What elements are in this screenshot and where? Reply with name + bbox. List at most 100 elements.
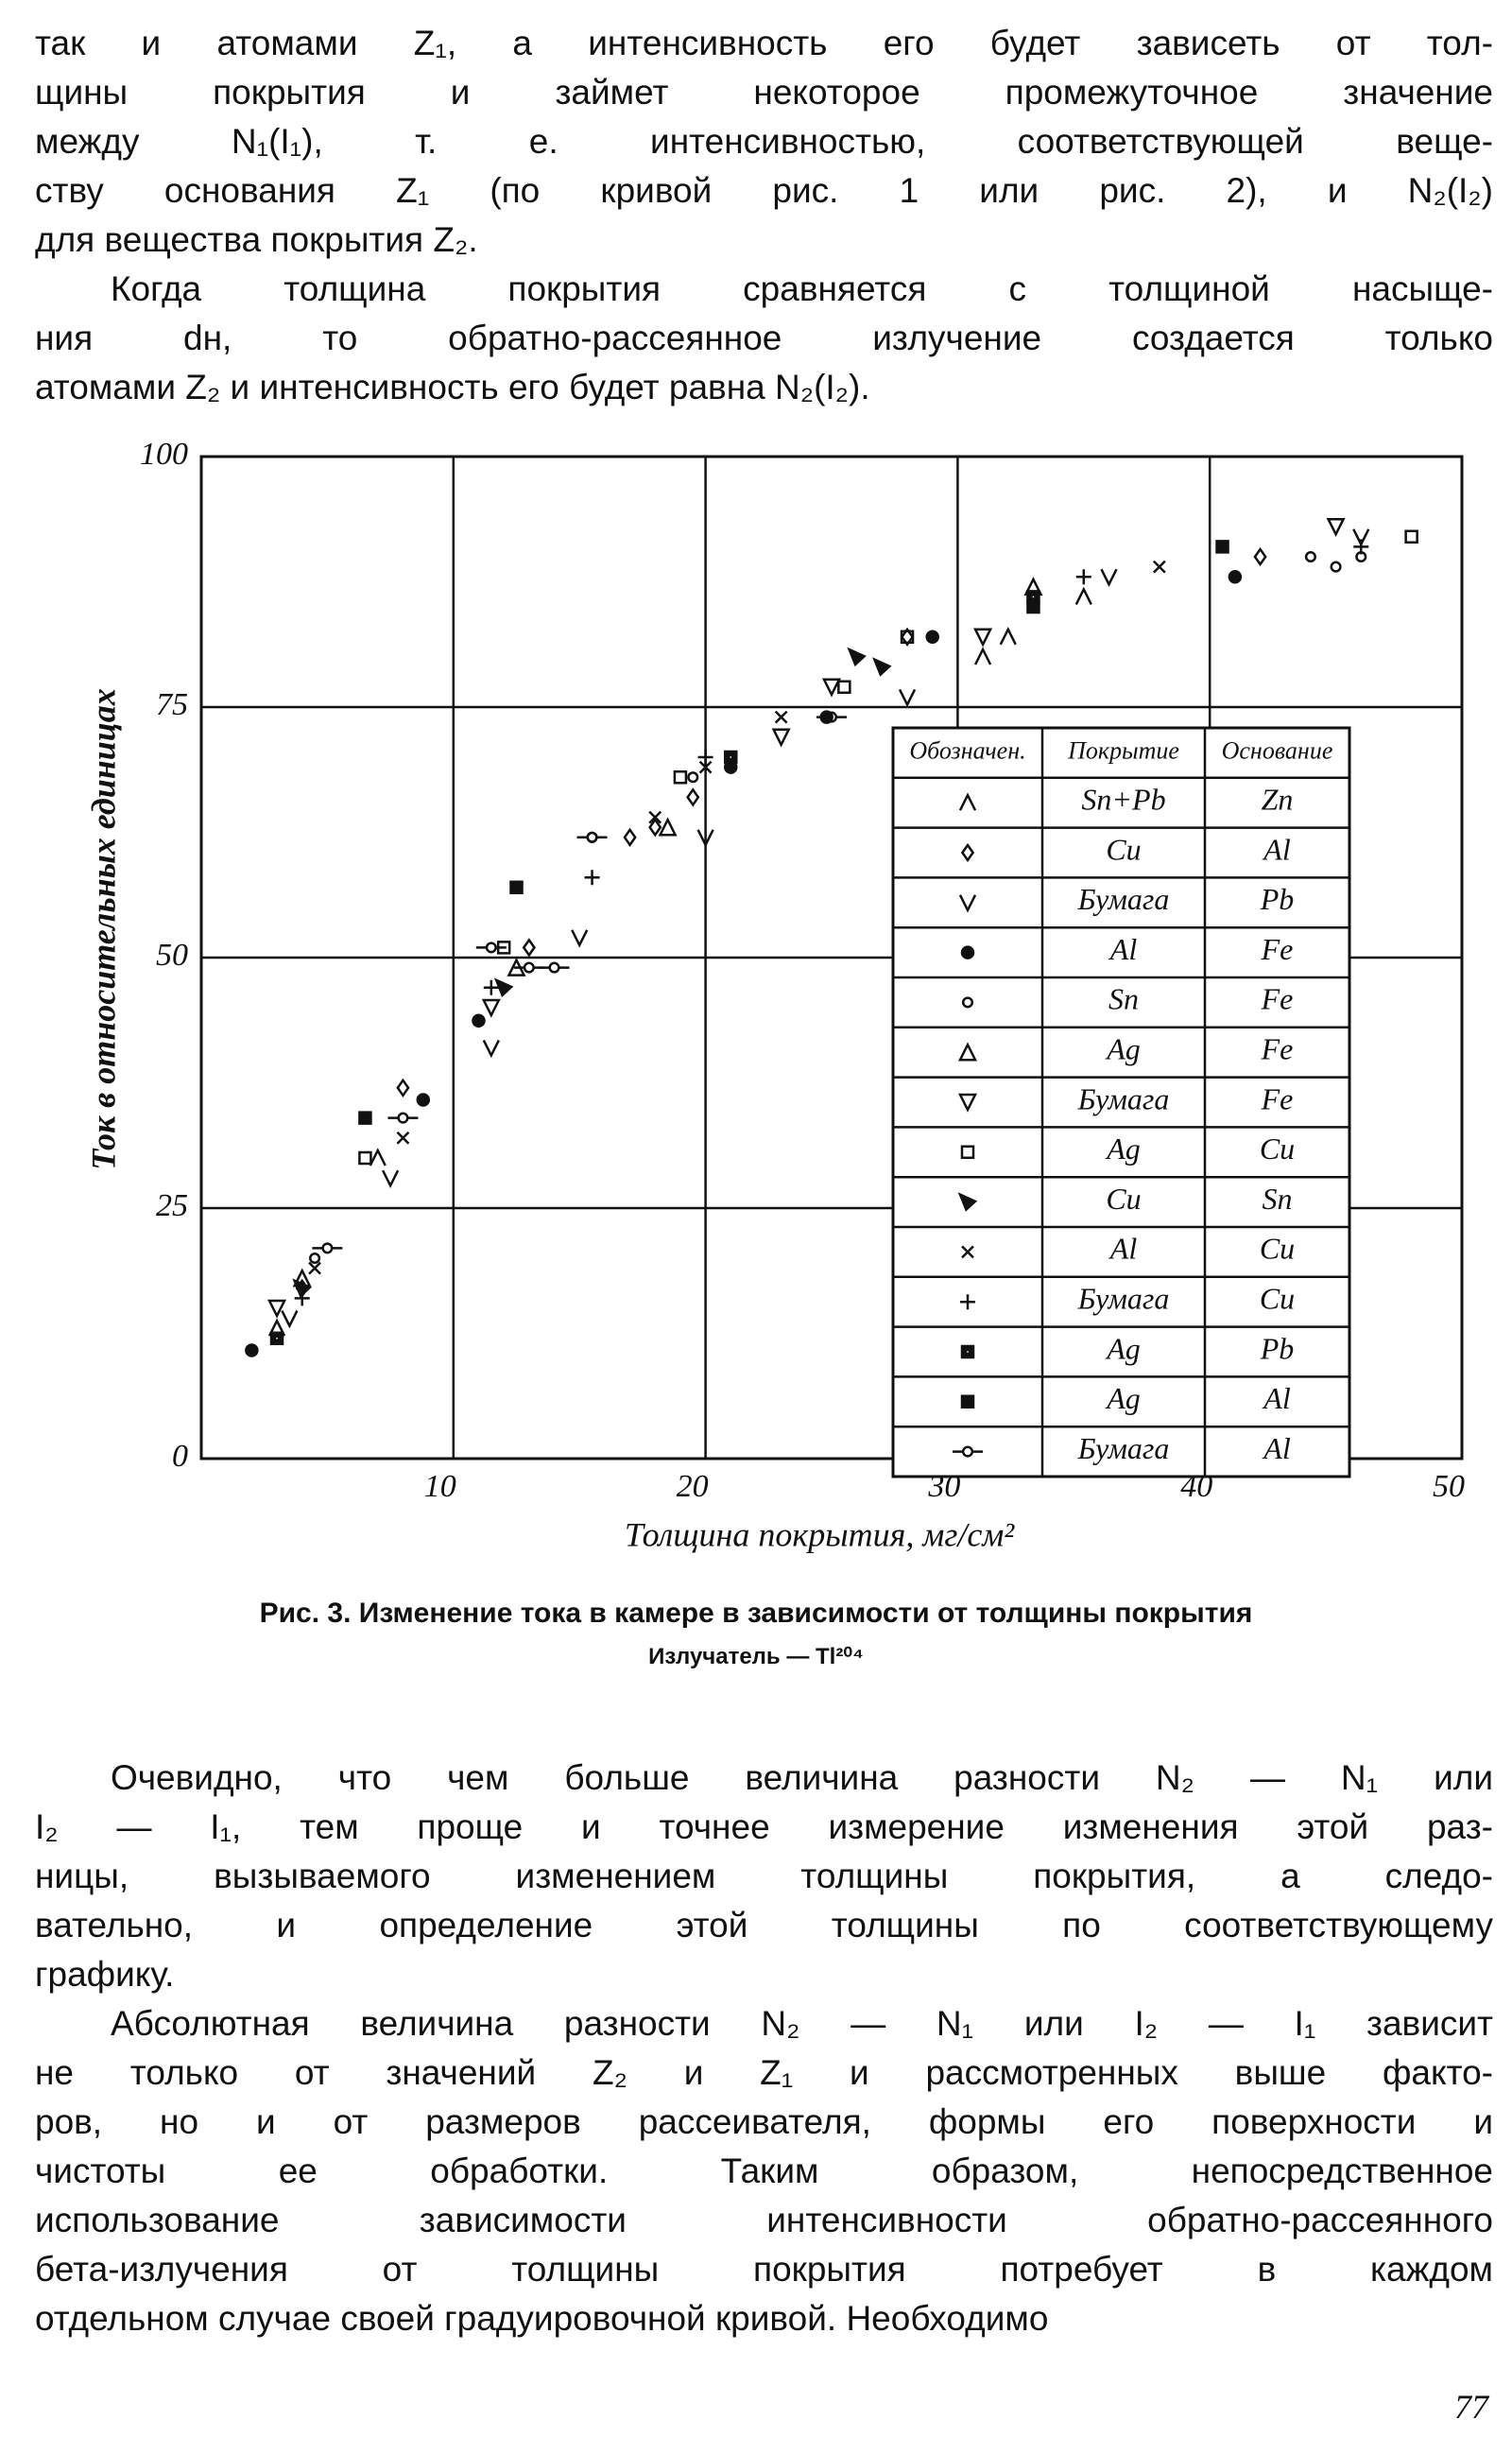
data-point <box>309 1253 321 1264</box>
data-point <box>475 942 507 954</box>
data-point <box>686 787 700 807</box>
data-point <box>281 1310 299 1329</box>
legend-marker <box>960 1394 975 1409</box>
data-point <box>673 769 688 785</box>
data-point <box>472 1013 486 1028</box>
data-point <box>481 998 501 1018</box>
legend-marker <box>960 842 975 863</box>
data-point <box>539 961 570 974</box>
text-line: бета-излучения от толщины покрытия потре… <box>35 2250 1493 2289</box>
bottom-text: Очевидно, что чем больше величина разнос… <box>35 1754 1493 2343</box>
legend-coating: Cu <box>1106 832 1141 866</box>
data-point <box>1215 540 1229 554</box>
data-point <box>312 1242 343 1254</box>
legend-coating: Ag <box>1105 1381 1141 1415</box>
data-point <box>1326 517 1346 537</box>
figure: Толщина покрытия, мг/см² Ток в относител… <box>84 437 1465 1553</box>
data-point <box>623 827 637 847</box>
legend-marker <box>960 1145 975 1160</box>
legend-base: Pb <box>1260 882 1295 916</box>
text-line: ния dн, то обратно-рассеянное излучение … <box>35 319 1493 357</box>
legend-header: Основание <box>1222 736 1333 764</box>
data-point <box>483 979 499 995</box>
text-line: чистоты ее обработки. Таким образом, неп… <box>35 2152 1493 2190</box>
data-point <box>482 1039 500 1059</box>
legend-marker <box>960 1294 975 1310</box>
data-point <box>396 1078 410 1097</box>
text-line: ству основания Z₁ (по кривой рис. 1 или … <box>35 171 1493 210</box>
data-point <box>999 627 1017 646</box>
data-point <box>509 880 524 895</box>
data-point <box>245 1343 259 1357</box>
text-line: ницы, вызываемого изменением толщины пок… <box>35 1857 1493 1895</box>
data-point <box>648 810 662 824</box>
legend-base: Zn <box>1262 783 1294 817</box>
legend-marker <box>961 1245 974 1259</box>
data-point <box>900 627 915 647</box>
legend-base: Fe <box>1261 1032 1294 1066</box>
data-point <box>847 647 867 667</box>
data-point <box>1330 561 1342 573</box>
data-point <box>416 1093 431 1107</box>
text-line: I₂ — I₁, тем проще и точнее измерение из… <box>35 1807 1493 1846</box>
data-point <box>308 1261 321 1275</box>
y-tick-label: 100 <box>140 437 188 472</box>
data-point <box>872 657 892 677</box>
y-tick-label: 50 <box>156 938 188 973</box>
data-point <box>1355 551 1367 562</box>
legend-header: Покрытие <box>1067 736 1179 764</box>
data-point <box>584 870 600 886</box>
text-line: Абсолютная величина разности N₂ — N₁ или… <box>111 2004 1493 2043</box>
legend-base: Fe <box>1261 982 1294 1016</box>
legend-header: Обозначен. <box>909 736 1025 764</box>
text-line: атомами Z₂ и интенсивность его будет рав… <box>35 368 870 406</box>
data-point <box>496 941 511 955</box>
text-line: отдельном случае своей градуировочной кр… <box>35 2299 1049 2338</box>
data-point <box>571 929 589 948</box>
data-point <box>1304 551 1316 562</box>
data-point <box>387 1112 419 1124</box>
legend-base: Al <box>1262 832 1291 866</box>
data-point <box>493 977 514 997</box>
data-point <box>358 1150 372 1166</box>
legend-marker <box>961 996 974 1009</box>
data-point <box>1075 569 1091 585</box>
text-line: вательно, и определение этой толщины по … <box>35 1906 1493 1944</box>
legend-coating: Al <box>1108 932 1138 966</box>
data-point <box>358 1111 372 1125</box>
legend-coating: Ag <box>1105 1032 1141 1066</box>
text-line: Когда толщина покрытия сравняется с толщ… <box>111 269 1493 308</box>
legend-coating: Ag <box>1105 1132 1141 1166</box>
text-line: Очевидно, что чем больше величина разнос… <box>111 1758 1493 1797</box>
data-point <box>576 831 608 843</box>
legend-coating: Al <box>1108 1232 1138 1266</box>
text-line: ров, но и от размеров рассеивателя, форм… <box>35 2102 1493 2141</box>
data-point <box>267 1318 286 1337</box>
data-point <box>698 760 713 774</box>
legend-marker <box>957 1192 978 1212</box>
legend-coating: Cu <box>1106 1182 1141 1216</box>
legend-base: Cu <box>1260 1282 1295 1316</box>
top-text: так и атомами Z₁, а интенсивность его бу… <box>35 19 1493 412</box>
legend-base: Pb <box>1260 1331 1295 1365</box>
data-point <box>816 711 847 723</box>
data-point <box>292 1278 312 1298</box>
data-point <box>658 817 678 837</box>
legend-marker <box>957 1093 978 1113</box>
y-tick-label: 25 <box>156 1188 188 1223</box>
data-point <box>1152 560 1166 574</box>
data-point <box>687 771 699 784</box>
legend-coating: Бумага <box>1077 1431 1170 1465</box>
text-line: не только от значений Z₂ и Z₁ и рассмотр… <box>35 2053 1493 2092</box>
data-point <box>1228 569 1243 584</box>
data-point <box>648 818 662 838</box>
page-number: 77 <box>1454 2388 1488 2426</box>
data-point <box>269 1331 284 1346</box>
x-tick-label: 10 <box>424 1469 456 1504</box>
text-line: щины покрытия и займет некоторое промежу… <box>35 73 1493 112</box>
legend-marker <box>957 1042 978 1062</box>
data-point <box>381 1169 400 1188</box>
legend-base: Al <box>1262 1431 1291 1465</box>
data-point <box>925 630 939 645</box>
figure-caption: Рис. 3. Изменение тока в камере в зависи… <box>259 1598 1253 1629</box>
